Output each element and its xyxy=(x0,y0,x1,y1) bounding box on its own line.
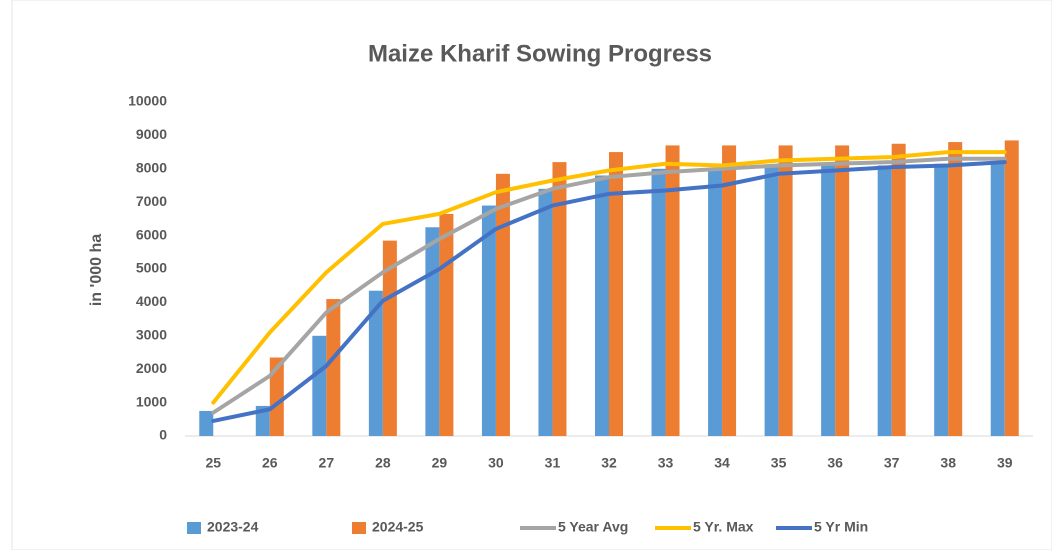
bar xyxy=(877,165,892,436)
bar xyxy=(934,163,949,437)
x-tick-label: 27 xyxy=(319,455,335,471)
bar xyxy=(269,357,284,436)
legend-label: 2023-24 xyxy=(207,519,259,535)
y-tick-label: 8000 xyxy=(136,160,167,176)
y-tick-label: 6000 xyxy=(136,226,167,242)
bar xyxy=(821,165,836,436)
bar xyxy=(665,145,680,437)
x-tick-label: 33 xyxy=(658,455,674,471)
legend-label: 2024-25 xyxy=(372,519,424,535)
bar xyxy=(552,162,567,436)
bar xyxy=(199,410,214,436)
bar xyxy=(609,152,623,436)
x-tick-label: 26 xyxy=(262,455,278,471)
y-tick-label: 7000 xyxy=(136,193,167,209)
bar xyxy=(439,213,454,436)
legend-label: 5 Year Avg xyxy=(558,519,628,535)
x-tick-label: 25 xyxy=(205,455,221,471)
legend-swatch xyxy=(187,522,201,534)
y-tick-label: 0 xyxy=(159,427,167,443)
bar xyxy=(708,168,723,437)
chart-title: Maize Kharif Sowing Progress xyxy=(368,40,712,67)
bar xyxy=(382,240,397,436)
legend-label: 5 Yr. Max xyxy=(693,519,754,535)
x-tick-label: 29 xyxy=(432,455,448,471)
bar xyxy=(425,227,440,436)
bar xyxy=(948,142,963,436)
x-tick-label: 35 xyxy=(771,455,787,471)
bar xyxy=(326,299,341,436)
y-axis-label: in '000 ha xyxy=(88,234,105,306)
y-tick-label: 2000 xyxy=(136,360,167,376)
x-tick-label: 39 xyxy=(997,455,1013,471)
x-tick-label: 31 xyxy=(545,455,561,471)
legend-label: 5 Yr Min xyxy=(814,519,868,535)
x-tick-label: 32 xyxy=(601,455,617,471)
line-series xyxy=(211,160,1007,423)
y-tick-label: 1000 xyxy=(136,393,167,409)
x-tick-label: 38 xyxy=(940,455,956,471)
bar xyxy=(538,188,553,436)
bar xyxy=(722,145,737,437)
y-tick-label: 3000 xyxy=(136,327,167,343)
x-tick-label: 36 xyxy=(827,455,843,471)
bar xyxy=(990,162,1005,436)
bar xyxy=(312,335,327,436)
x-tick-label: 34 xyxy=(714,455,730,471)
bar xyxy=(651,168,666,437)
x-tick-label: 30 xyxy=(488,455,504,471)
y-tick-label: 9000 xyxy=(136,126,167,142)
line-series xyxy=(211,150,1007,405)
legend-swatch xyxy=(352,522,366,534)
bar xyxy=(835,145,850,437)
y-tick-label: 4000 xyxy=(136,293,167,309)
y-tick-label: 5000 xyxy=(136,260,167,276)
x-tick-label: 37 xyxy=(884,455,900,471)
y-tick-label: 10000 xyxy=(128,93,167,109)
bar xyxy=(764,167,779,436)
x-tick-label: 28 xyxy=(375,455,391,471)
bar xyxy=(1004,140,1019,436)
bar xyxy=(495,173,510,436)
bar xyxy=(595,175,609,437)
bar xyxy=(481,205,496,436)
bar xyxy=(891,143,906,436)
bar xyxy=(368,290,383,436)
bar xyxy=(778,145,793,437)
line-series xyxy=(211,156,1007,415)
